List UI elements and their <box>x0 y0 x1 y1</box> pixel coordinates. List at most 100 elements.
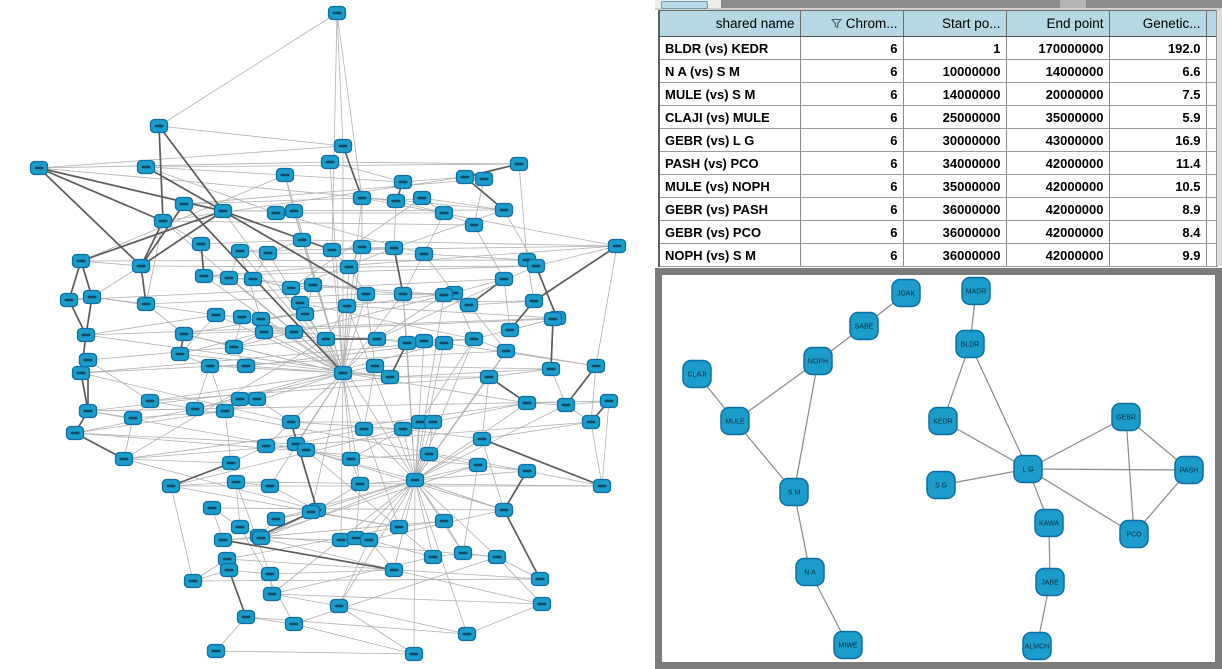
network-node[interactable] <box>194 268 214 284</box>
network-node[interactable] <box>517 395 537 411</box>
network-node[interactable] <box>414 246 434 262</box>
network-node[interactable] <box>76 327 96 343</box>
network-node[interactable] <box>423 414 443 430</box>
network-edge[interactable] <box>793 360 819 493</box>
network-node[interactable] <box>434 205 454 221</box>
network-node[interactable] <box>414 333 434 349</box>
cell-value[interactable]: 1 <box>903 36 1007 60</box>
network-node[interactable] <box>532 596 552 612</box>
network-node[interactable] <box>292 232 312 248</box>
network-node[interactable] <box>213 203 233 219</box>
network-node[interactable] <box>472 431 492 447</box>
network-node[interactable] <box>136 296 156 312</box>
network-node[interactable] <box>65 425 85 441</box>
network-node[interactable] <box>258 245 278 261</box>
network-node[interactable] <box>29 160 49 176</box>
network-node-S-M[interactable]: S M <box>779 477 809 507</box>
network-node[interactable] <box>170 346 190 362</box>
table-row[interactable]: MULE (vs) S M 6 14000000 20000000 7.5 <box>659 82 1218 106</box>
cell-value[interactable]: 9.9 <box>1109 243 1207 267</box>
network-node[interactable] <box>284 203 304 219</box>
network-node[interactable] <box>206 307 226 323</box>
cell-value[interactable]: 16.9 <box>1109 128 1207 152</box>
network-node[interactable] <box>82 289 102 305</box>
network-node[interactable] <box>459 297 479 313</box>
network-node[interactable] <box>464 331 484 347</box>
network-node[interactable] <box>327 5 347 21</box>
network-node[interactable] <box>183 573 203 589</box>
network-node[interactable] <box>262 586 282 602</box>
cell-value[interactable]: 5.9 <box>1109 105 1207 129</box>
network-node[interactable] <box>185 401 205 417</box>
network-node[interactable] <box>254 324 274 340</box>
table-row[interactable]: N A (vs) S M 6 10000000 14000000 6.6 <box>659 59 1218 83</box>
network-node[interactable] <box>140 393 160 409</box>
network-node[interactable] <box>423 549 443 565</box>
network-node[interactable] <box>136 159 156 175</box>
network-node[interactable] <box>114 451 134 467</box>
network-node[interactable] <box>494 271 514 287</box>
network-node[interactable] <box>215 403 235 419</box>
network-node-ALMCH[interactable]: ALMCH <box>1022 631 1052 661</box>
column-header-genetic[interactable]: Genetic... <box>1109 10 1207 37</box>
cell-value[interactable]: 170000000 <box>1006 36 1110 60</box>
cell-value[interactable]: 42000000 <box>1006 197 1110 221</box>
cell-value[interactable]: 6 <box>800 128 904 152</box>
network-node-NOPH[interactable]: NOPH <box>803 346 833 376</box>
table-row[interactable]: MULE (vs) NOPH 6 35000000 42000000 10.5 <box>659 174 1218 198</box>
subnetwork-panel[interactable]: JOAK MADR SABE BLDR NOPH CLAJI MULE KEDR GEBR L G… <box>655 268 1222 669</box>
network-node[interactable] <box>607 238 627 254</box>
network-node[interactable] <box>149 118 169 134</box>
scrollbar-thumb[interactable] <box>661 1 708 9</box>
subnetwork-canvas[interactable]: JOAK MADR SABE BLDR NOPH CLAJI MULE KEDR GEBR L G… <box>662 275 1215 662</box>
network-node-KAWA[interactable]: KAWA <box>1034 508 1064 538</box>
network-node[interactable] <box>356 286 376 302</box>
network-node[interactable] <box>500 322 520 338</box>
network-node[interactable] <box>251 311 271 327</box>
network-node[interactable] <box>494 502 514 518</box>
cell-value[interactable]: 35000000 <box>903 174 1007 198</box>
network-node[interactable] <box>393 421 413 437</box>
network-node[interactable] <box>71 253 91 269</box>
network-node-KEDR[interactable]: KEDR <box>928 406 958 436</box>
network-node[interactable] <box>457 626 477 642</box>
network-node[interactable] <box>200 358 220 374</box>
network-node[interactable] <box>266 205 286 221</box>
network-node[interactable] <box>384 562 404 578</box>
network-node[interactable] <box>322 242 342 258</box>
network-node[interactable] <box>581 414 601 430</box>
network-node[interactable] <box>341 451 361 467</box>
network-node[interactable] <box>284 324 304 340</box>
network-edge[interactable] <box>969 343 1029 470</box>
network-node[interactable] <box>219 562 239 578</box>
network-node[interactable] <box>213 532 233 548</box>
network-node[interactable] <box>284 616 304 632</box>
network-node[interactable] <box>59 292 79 308</box>
network-node[interactable] <box>281 414 301 430</box>
network-node-S-G[interactable]: S G <box>926 470 956 500</box>
network-node-JABE[interactable]: JABE <box>1035 567 1065 597</box>
network-edge[interactable] <box>1125 416 1135 535</box>
network-node[interactable] <box>352 239 372 255</box>
network-node[interactable] <box>123 410 143 426</box>
network-node[interactable] <box>543 311 563 327</box>
network-node[interactable] <box>191 236 211 252</box>
cell-value[interactable]: 6 <box>800 220 904 244</box>
main-network-panel[interactable] <box>0 0 652 669</box>
network-node[interactable] <box>526 258 546 274</box>
cell-value[interactable]: 43000000 <box>1006 128 1110 152</box>
network-node-CLAJI[interactable]: CLAJI <box>682 359 712 389</box>
cell-shared-name[interactable]: GEBR (vs) PCO <box>659 220 801 244</box>
network-node-MULE[interactable]: MULE <box>720 406 750 436</box>
network-node[interactable] <box>455 169 475 185</box>
network-node[interactable] <box>303 277 323 293</box>
cell-shared-name[interactable]: PASH (vs) PCO <box>659 151 801 175</box>
cell-value[interactable]: 6 <box>800 105 904 129</box>
network-node[interactable] <box>541 361 561 377</box>
cell-value[interactable]: 35000000 <box>1006 105 1110 129</box>
network-node[interactable] <box>333 365 353 381</box>
cell-value[interactable]: 6 <box>800 174 904 198</box>
network-node[interactable] <box>316 331 336 347</box>
network-node[interactable] <box>260 566 280 582</box>
network-node[interactable] <box>434 287 454 303</box>
